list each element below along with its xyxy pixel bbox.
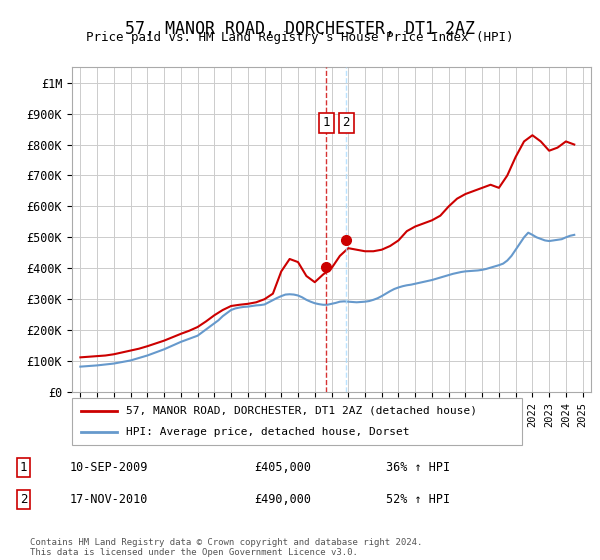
Text: Price paid vs. HM Land Registry's House Price Index (HPI): Price paid vs. HM Land Registry's House …: [86, 31, 514, 44]
Text: 1: 1: [323, 116, 330, 129]
Text: 57, MANOR ROAD, DORCHESTER, DT1 2AZ (detached house): 57, MANOR ROAD, DORCHESTER, DT1 2AZ (det…: [126, 406, 477, 416]
Text: 52% ↑ HPI: 52% ↑ HPI: [386, 493, 451, 506]
Text: £405,000: £405,000: [254, 461, 311, 474]
Text: 36% ↑ HPI: 36% ↑ HPI: [386, 461, 451, 474]
Text: 2: 2: [20, 493, 27, 506]
Text: 57, MANOR ROAD, DORCHESTER, DT1 2AZ: 57, MANOR ROAD, DORCHESTER, DT1 2AZ: [125, 20, 475, 38]
Text: £490,000: £490,000: [254, 493, 311, 506]
Text: HPI: Average price, detached house, Dorset: HPI: Average price, detached house, Dors…: [126, 427, 409, 437]
Text: 2: 2: [343, 116, 350, 129]
Text: 17-NOV-2010: 17-NOV-2010: [70, 493, 148, 506]
Text: Contains HM Land Registry data © Crown copyright and database right 2024.
This d: Contains HM Land Registry data © Crown c…: [30, 538, 422, 557]
Text: 1: 1: [20, 461, 27, 474]
FancyBboxPatch shape: [72, 398, 522, 445]
Text: 10-SEP-2009: 10-SEP-2009: [70, 461, 148, 474]
